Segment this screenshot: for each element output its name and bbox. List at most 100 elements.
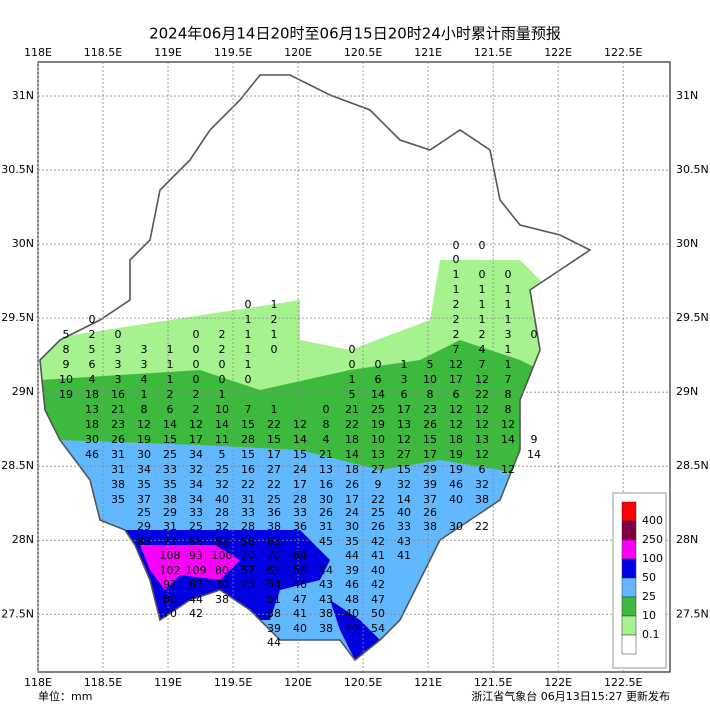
station-value: 0 [453,239,460,252]
station-value: 31 [241,493,255,506]
station-value: 32 [475,478,489,491]
station-value: 16 [111,388,125,401]
station-value: 40 [397,506,411,519]
station-value: 50 [371,607,385,620]
station-value: 1 [245,343,252,356]
station-value: 12 [189,418,203,431]
station-value: 2 [193,403,200,416]
station-value: 1 [245,328,252,341]
station-value: 10 [423,373,437,386]
station-value: 3 [141,343,148,356]
station-value: 83 [137,535,151,548]
station-value: 38 [267,607,281,620]
station-value: 38 [111,478,125,491]
station-value: 5 [219,448,226,461]
station-value: 25 [137,506,151,519]
station-value: 27 [267,463,281,476]
station-value: 14 [345,448,359,461]
station-value: 38 [475,493,489,506]
station-value: 8 [63,343,70,356]
lat-label: 29.5N [676,311,709,324]
station-value: 16 [241,463,255,476]
station-value: 52 [215,535,229,548]
station-value: 0 [479,239,486,252]
station-value: 14 [371,388,385,401]
station-value: 35 [137,478,151,491]
station-value: 17 [423,448,437,461]
station-value: 2 [219,328,226,341]
station-value: 26 [345,478,359,491]
station-value: 34 [189,448,203,461]
station-value: 1 [167,343,174,356]
station-value: 22 [267,418,281,431]
station-value: 6 [453,388,460,401]
station-value: 109 [186,564,207,577]
station-value: 37 [423,493,437,506]
station-value: 45 [319,535,333,548]
station-value: 1 [401,358,408,371]
station-value: 22 [345,418,359,431]
station-value: 30 [345,520,359,533]
station-value: 43 [319,578,333,591]
legend-swatch [621,539,637,560]
lat-label: 28.5N [676,459,709,472]
station-value: 22 [241,478,255,491]
station-value: 41 [371,549,385,562]
station-value: 12 [501,463,515,476]
station-value: 38 [267,520,281,533]
lat-label: 31N [676,89,698,102]
station-value: 0 [323,403,330,416]
lon-label: 119.5E [214,46,252,59]
station-value: 18 [449,433,463,446]
lat-label: 27.5N [1,607,34,620]
lon-label: 118E [24,676,52,689]
lat-label: 30N [676,237,698,250]
legend-swatch [621,615,637,636]
station-value: 13 [371,448,385,461]
lon-label: 120.5E [344,46,382,59]
station-value: 1 [219,388,226,401]
station-value: 1 [505,313,512,326]
station-value: 15 [423,433,437,446]
station-value: 1 [453,268,460,281]
station-value: 38 [319,622,333,635]
station-value: 1 [167,373,174,386]
station-value: 61 [267,564,281,577]
station-value: 33 [163,463,177,476]
legend-swatch [621,501,637,522]
station-value: 47 [371,593,385,606]
station-value: 8 [141,403,148,416]
station-value: 77 [163,535,177,548]
station-value: 38 [163,493,177,506]
station-value: 16 [319,478,333,491]
legend-label: 0.1 [642,628,660,641]
title: 2024年06月14日20时至06月15日20时24小时累计雨量预报 [149,25,561,43]
station-value: 1 [479,313,486,326]
station-value: 2 [193,388,200,401]
station-value: 26 [371,520,385,533]
station-value: 15 [293,448,307,461]
station-value: 93 [189,549,203,562]
station-value: 56 [241,535,255,548]
zone [330,600,380,660]
station-value: 18 [85,418,99,431]
station-value: 32 [189,463,203,476]
station-value: 1 [349,373,356,386]
station-value: 0 [375,358,382,371]
station-value: 7 [245,403,252,416]
lat-label: 28N [676,533,698,546]
station-value: 1 [245,358,252,371]
legend: 400 250 100 50 25 10 0.1 [621,501,663,655]
station-value: 13 [319,463,333,476]
station-value: 12 [501,418,515,431]
station-value: 27 [397,448,411,461]
station-value: 0 [531,328,538,341]
station-value: 100 [212,549,233,562]
station-value: 2 [219,343,226,356]
graticule [37,62,670,672]
station-value: 4 [89,373,96,386]
station-value: 1 [453,283,460,296]
station-value: 33 [293,506,307,519]
station-value: 35 [111,493,125,506]
station-value: 43 [319,593,333,606]
